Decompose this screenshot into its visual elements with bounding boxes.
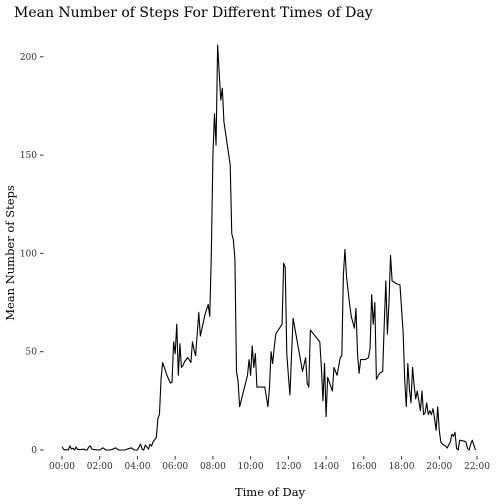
x-tick-label: 22:00 (464, 462, 490, 472)
x-tick-label: 08:00 (200, 462, 226, 472)
y-tick-label: 0 (31, 446, 37, 456)
x-axis: 00:00 02:00 04:00 06:00 08:00 10:00 12:00 14:00… (49, 456, 490, 472)
y-axis: 0 50 100 150 200 (20, 53, 44, 456)
x-tick-label: 00:00 (49, 462, 75, 472)
x-axis-label: Time of Day (235, 485, 306, 499)
series-layer (61, 44, 476, 451)
y-tick-label: 50 (26, 348, 38, 358)
x-tick-label: 06:00 (162, 462, 188, 472)
x-tick-label: 18:00 (389, 462, 415, 472)
x-tick-label: 12:00 (275, 462, 301, 472)
y-tick-label: 100 (20, 249, 37, 259)
series-line (61, 44, 476, 451)
x-tick-label: 02:00 (87, 462, 113, 472)
y-tick-label: 150 (20, 151, 37, 161)
x-tick-label: 16:00 (351, 462, 377, 472)
x-tick-label: 20:00 (426, 462, 452, 472)
x-tick-label: 04:00 (124, 462, 150, 472)
y-axis-label: Mean Number of Steps (3, 185, 17, 321)
x-tick-label: 10:00 (238, 462, 264, 472)
y-tick-label: 200 (20, 53, 37, 63)
x-tick-label: 14:00 (313, 462, 339, 472)
chart-title: Mean Number of Steps For Different Times… (14, 5, 373, 21)
